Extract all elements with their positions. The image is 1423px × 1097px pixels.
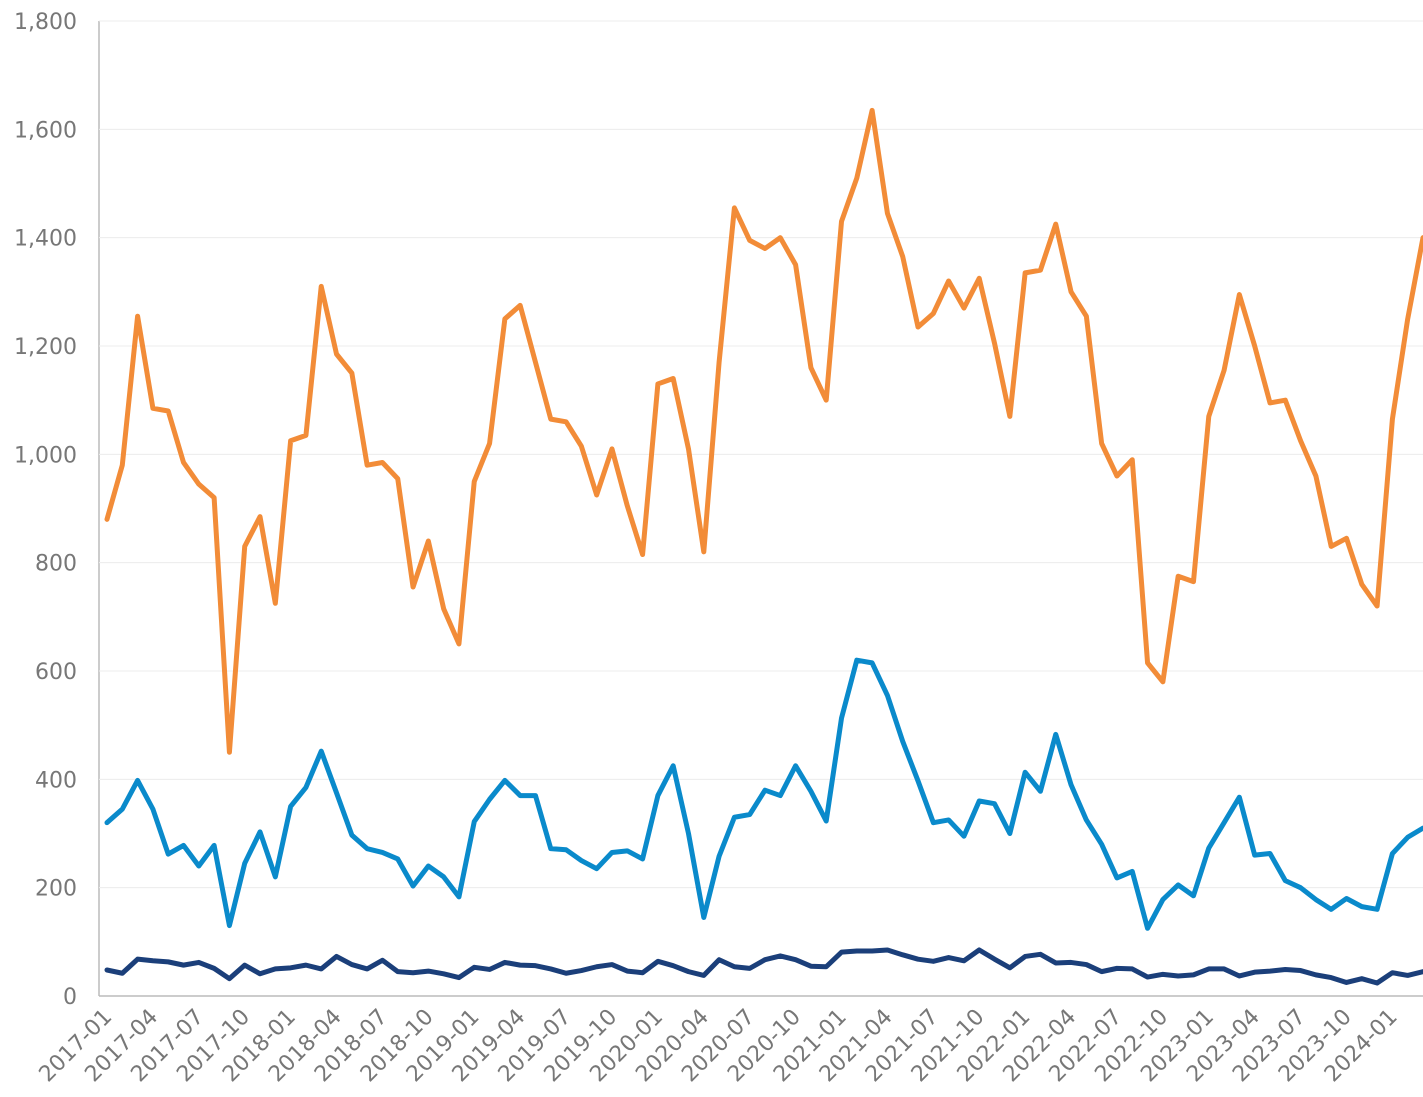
series-line (104, 657, 1423, 931)
y-tick-label: 400 (35, 768, 77, 793)
y-tick-label: 1,200 (14, 335, 77, 360)
series-line (104, 107, 1423, 755)
y-tick-label: 1,600 (14, 118, 77, 143)
y-tick-label: 600 (35, 660, 77, 685)
y-tick-label: 800 (35, 552, 77, 577)
y-tick-label: 200 (35, 877, 77, 902)
y-tick-label: 0 (63, 985, 77, 1010)
y-tick-label: 1,400 (14, 227, 77, 252)
y-tick-label: 1,000 (14, 443, 77, 468)
y-tick-label: 1,800 (14, 10, 77, 35)
series-line (104, 947, 1423, 986)
